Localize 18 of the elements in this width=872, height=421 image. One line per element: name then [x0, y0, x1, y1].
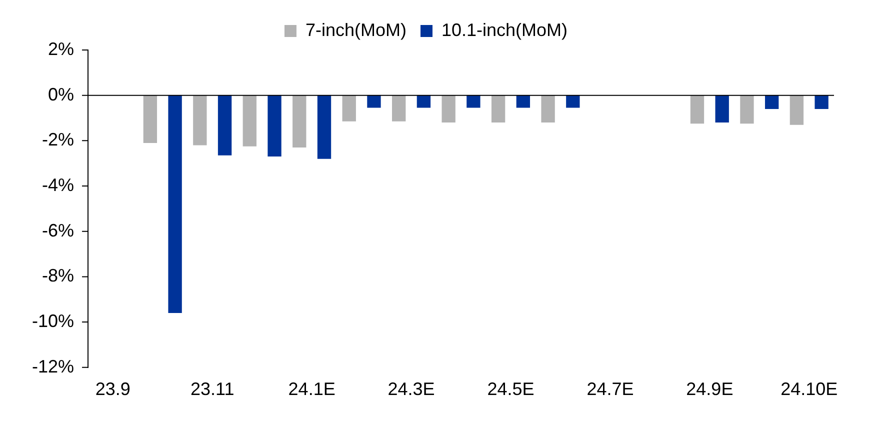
x-tick-label: 23.9 — [95, 379, 130, 400]
x-tick-label: 23.11 — [190, 379, 234, 400]
x-tick-label: 24.3E — [388, 379, 435, 400]
x-tick-label: 24.9E — [686, 379, 734, 400]
y-tick-label: -2% — [42, 130, 74, 150]
legend-label: 10.1-inch(MoM) — [441, 20, 568, 40]
x-tick-label: 24.10E — [780, 379, 838, 400]
y-tick-label: -12% — [32, 356, 74, 376]
x-tick-label: 24.7E — [586, 379, 634, 400]
x-tick-label: 24.1E — [288, 379, 336, 400]
y-tick-label: -10% — [32, 311, 74, 332]
y-tick-label: 0% — [48, 84, 74, 104]
y-tick-label: 2% — [48, 38, 74, 59]
y-tick-label: -6% — [42, 220, 74, 240]
x-tick-label: 24.5E — [487, 379, 534, 400]
y-tick-label: -8% — [42, 266, 74, 286]
y-tick-label: -4% — [42, 174, 74, 195]
legend-label: 7-inch(MoM) — [305, 20, 406, 40]
